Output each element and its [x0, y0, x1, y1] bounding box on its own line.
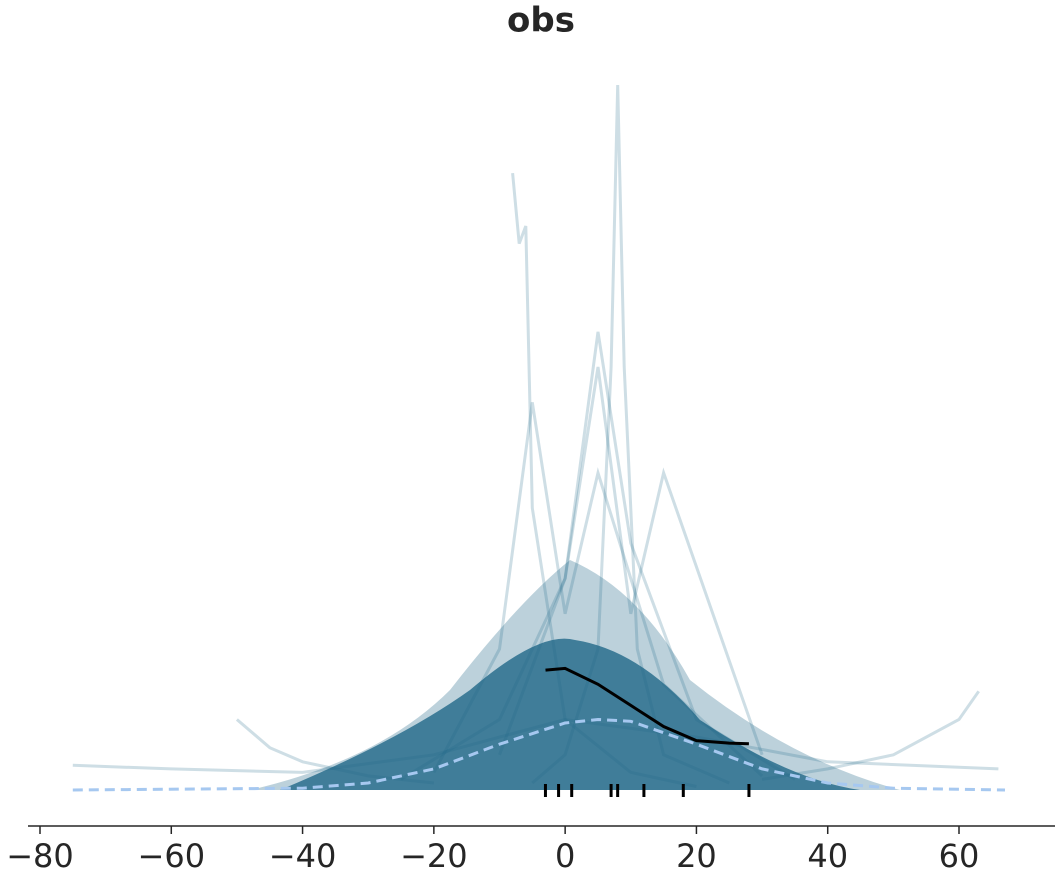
predictive-curve: [498, 366, 764, 756]
predictive-curve: [72, 717, 999, 774]
x-tick-label: −60: [138, 837, 206, 875]
predictive-curve: [761, 690, 980, 781]
predictive-curve: [235, 718, 435, 785]
predictive-curve: [511, 172, 697, 788]
x-tick-label: 20: [676, 837, 717, 875]
predictive-mass: [250, 560, 900, 790]
x-tick-label: −40: [269, 837, 337, 875]
chart-title: obs: [507, 1, 575, 41]
predictive-curve: [400, 331, 796, 781]
x-tick-label: −20: [400, 837, 468, 875]
x-tick-label: 40: [807, 837, 848, 875]
x-tick-label: −80: [6, 837, 74, 875]
x-tick-label: 60: [939, 837, 980, 875]
observed-curve: [545, 666, 749, 746]
x-tick-label: 0: [555, 837, 575, 875]
predictive-curve: [432, 402, 764, 777]
predictive-mean-curve: [72, 717, 1006, 792]
